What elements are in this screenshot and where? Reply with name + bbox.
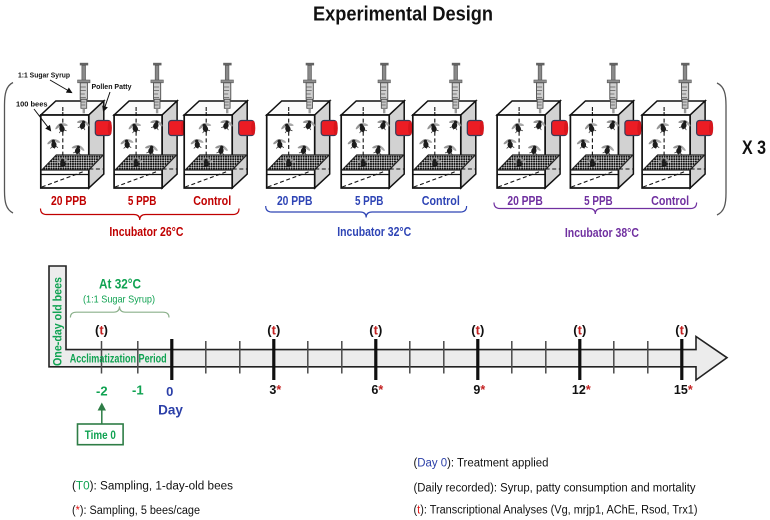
- svg-text:9*: 9*: [473, 383, 485, 397]
- svg-text:(Daily recorded): Syrup, patty: (Daily recorded): Syrup, patty consumpti…: [414, 483, 696, 495]
- svg-text:Control: Control: [422, 194, 460, 208]
- svg-text:Time 0: Time 0: [85, 430, 116, 442]
- svg-text:(t): (t): [573, 323, 586, 338]
- svg-text:Pollen Patty: Pollen Patty: [92, 82, 133, 91]
- svg-text:(1:1 Sugar Syrup): (1:1 Sugar Syrup): [83, 294, 155, 306]
- svg-text:Day: Day: [158, 403, 183, 418]
- svg-text:5 PPB: 5 PPB: [128, 194, 157, 208]
- svg-text:12*: 12*: [572, 383, 591, 397]
- svg-text:-2: -2: [96, 384, 108, 399]
- svg-text:-1: -1: [132, 383, 144, 398]
- svg-text:1:1 Sugar Syrup: 1:1 Sugar Syrup: [18, 71, 70, 80]
- svg-text:0: 0: [166, 384, 173, 399]
- svg-text:(t): (t): [95, 323, 108, 338]
- svg-text:(t): (t): [267, 323, 280, 338]
- svg-text:100 bees: 100 bees: [16, 100, 48, 109]
- svg-text:At 32°C: At 32°C: [99, 277, 141, 292]
- svg-text:Incubator 38°C: Incubator 38°C: [565, 226, 639, 240]
- svg-text:Experimental Design: Experimental Design: [313, 3, 493, 25]
- svg-text:(t): (t): [675, 323, 688, 338]
- svg-text:(Day 0): Treatment applied: (Day 0): Treatment applied: [414, 458, 549, 470]
- svg-text:5 PPB: 5 PPB: [584, 194, 613, 208]
- svg-text:Control: Control: [651, 194, 689, 208]
- svg-text:20 PPB: 20 PPB: [507, 194, 543, 208]
- svg-text:Incubator 32°C: Incubator 32°C: [337, 225, 411, 239]
- svg-text:6*: 6*: [371, 383, 383, 397]
- svg-text:15*: 15*: [674, 383, 693, 397]
- svg-text:(t): Transcriptional Analyses: (t): Transcriptional Analyses (Vg, mrjp1…: [414, 505, 698, 517]
- svg-text:(*): Sampling, 5 bees/cage: (*): Sampling, 5 bees/cage: [72, 505, 200, 517]
- svg-text:Incubator 26°C: Incubator 26°C: [109, 225, 183, 239]
- svg-text:Acclimatization Period: Acclimatization Period: [70, 354, 167, 366]
- svg-text:(T0): Sampling, 1-day-old bees: (T0): Sampling, 1-day-old bees: [72, 481, 233, 493]
- svg-text:One-day old bees: One-day old bees: [51, 277, 65, 366]
- svg-text:5 PPB: 5 PPB: [355, 194, 384, 208]
- svg-text:3*: 3*: [269, 383, 281, 397]
- svg-text:20 PPB: 20 PPB: [277, 194, 313, 208]
- svg-text:(t): (t): [369, 323, 382, 338]
- svg-text:X 3: X 3: [742, 138, 766, 159]
- svg-text:20 PPB: 20 PPB: [51, 194, 87, 208]
- svg-text:Control: Control: [193, 194, 231, 208]
- svg-text:(t): (t): [471, 323, 484, 338]
